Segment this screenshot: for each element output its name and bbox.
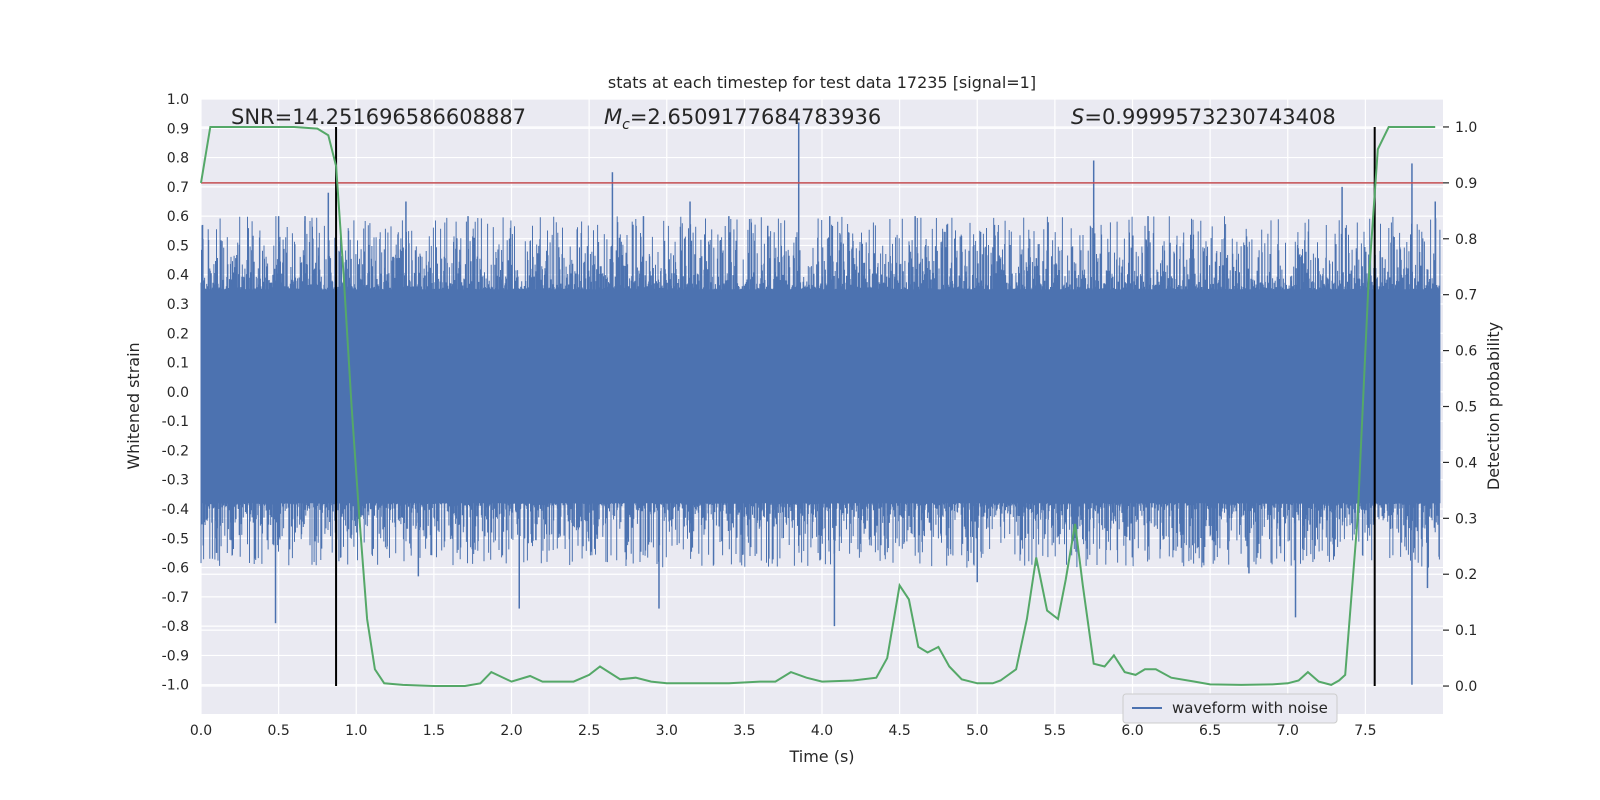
y-tick-label: -0.5 xyxy=(162,531,189,547)
waveform-trace xyxy=(200,216,1441,568)
chart-title: stats at each timestep for test data 172… xyxy=(608,73,1036,92)
y-tick-label: -0.1 xyxy=(162,414,189,430)
y-tick-label: -1.0 xyxy=(162,678,189,694)
y2-tick-label: 0.1 xyxy=(1455,623,1477,639)
x-tick-label: 0.0 xyxy=(190,723,212,739)
y-tick-label: -0.6 xyxy=(162,561,189,577)
legend: waveform with noise xyxy=(1122,693,1338,724)
y2-tick-label: 0.3 xyxy=(1455,511,1477,527)
s-symbol: S xyxy=(1071,105,1084,129)
y2-axis-label: Detection probability xyxy=(1484,322,1503,490)
x-axis-label: Time (s) xyxy=(788,747,854,766)
y2-tick-label: 0.7 xyxy=(1455,288,1477,304)
x-tick-label: 2.0 xyxy=(500,723,522,739)
y2-tick-label: 0.2 xyxy=(1455,567,1477,583)
snr-annotation: SNR=14.251696586608887 xyxy=(231,105,526,129)
y-tick-label: 0.1 xyxy=(167,356,189,372)
y-tick-label: 0.9 xyxy=(167,121,189,137)
plot-content xyxy=(200,122,1443,687)
x-tick-label: 1.0 xyxy=(345,723,367,739)
y-tick-label: -0.4 xyxy=(162,502,189,518)
legend-label: waveform with noise xyxy=(1172,699,1328,717)
x-tick-label: 4.0 xyxy=(811,723,833,739)
y-tick-label: 0.0 xyxy=(167,385,189,401)
x-tick-label: 3.5 xyxy=(733,723,755,739)
y-axis-label: Whitened strain xyxy=(124,342,143,469)
x-tick-label: 6.0 xyxy=(1121,723,1143,739)
mc-annotation: Mc=2.6509177684783936 xyxy=(604,105,881,133)
y-tick-label: 0.4 xyxy=(167,268,189,284)
x-tick-label: 5.0 xyxy=(966,723,988,739)
y2-tick-label: 0.4 xyxy=(1455,455,1477,471)
s-annotation: S=0.9999573230743408 xyxy=(1071,105,1336,129)
x-tick-label: 0.5 xyxy=(267,723,289,739)
y-tick-label: 0.8 xyxy=(167,151,189,167)
x-tick-label: 5.5 xyxy=(1044,723,1066,739)
x-tick-label: 1.5 xyxy=(423,723,445,739)
x-tick-label: 6.5 xyxy=(1199,723,1221,739)
y2-tick-label: 0.8 xyxy=(1455,232,1477,248)
y-tick-label: -0.9 xyxy=(162,648,189,664)
y2-tick-label: 0.5 xyxy=(1455,400,1477,416)
y-tick-label: 0.5 xyxy=(167,238,189,254)
x-tick-label: 7.5 xyxy=(1354,723,1376,739)
x-axis: 0.0 0.5 1.0 1.5 2.0 2.5 3.0 3.5 4.0 4.5 5.0 5.5 6.0 6… xyxy=(190,723,1377,739)
mc-subscript: c xyxy=(622,117,630,133)
y-tick-label: -0.7 xyxy=(162,590,189,606)
y2-tick-label: 1.0 xyxy=(1455,120,1477,136)
y2-tick-label: 0.9 xyxy=(1455,176,1477,192)
y-tick-label: 0.6 xyxy=(167,209,189,225)
y-tick-label: 0.7 xyxy=(167,180,189,196)
y-tick-label: -0.2 xyxy=(162,443,189,459)
y2-tick-label: 0.0 xyxy=(1455,679,1477,695)
y-tick-label: 1.0 xyxy=(167,92,189,108)
y-tick-label: 0.2 xyxy=(167,326,189,342)
y-tick-label: -0.8 xyxy=(162,619,189,635)
mc-value: =2.6509177684783936 xyxy=(630,105,881,129)
s-value: =0.9999573230743408 xyxy=(1084,105,1335,129)
y-axis-left: 1.0 0.9 0.8 0.7 0.6 0.5 0.4 0.3 0.2 0.1 0.0 -0.1 -0.… xyxy=(162,92,189,694)
detection-probability-line xyxy=(200,126,1436,687)
y-tick-label: -0.3 xyxy=(162,473,189,489)
y-tick-label: 0.3 xyxy=(167,297,189,313)
legend-box xyxy=(1122,693,1338,724)
x-tick-label: 2.5 xyxy=(578,723,600,739)
mc-symbol: M xyxy=(604,105,622,129)
x-tick-label: 3.0 xyxy=(656,723,678,739)
y-axis-right: 1.0 0.9 0.8 0.7 0.6 0.5 0.4 0.3 0.2 0.1 0.0 xyxy=(1443,120,1477,695)
x-tick-label: 7.0 xyxy=(1277,723,1299,739)
x-tick-label: 4.5 xyxy=(888,723,910,739)
y2-tick-label: 0.6 xyxy=(1455,344,1477,360)
